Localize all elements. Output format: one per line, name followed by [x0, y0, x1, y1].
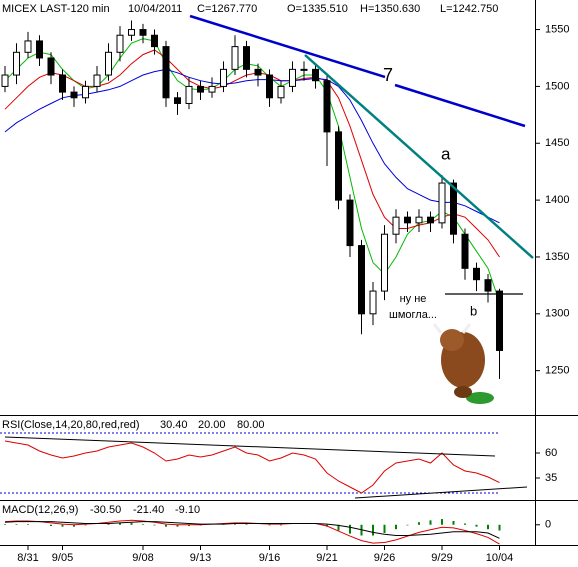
header-text: O=1335.510: [287, 3, 348, 15]
annotation: b: [470, 303, 477, 318]
candle-body: [438, 182, 446, 224]
candle-body: [162, 46, 170, 99]
candle-body: [185, 85, 193, 104]
candle-body: [415, 216, 423, 224]
candle-body: [277, 85, 285, 99]
x-tick-label: 9/05: [52, 552, 73, 564]
candle-body: [358, 245, 365, 315]
annotation: шмогла...: [389, 309, 437, 321]
trend-line: [394, 83, 526, 128]
rsi-line: [4, 440, 500, 494]
candle-body: [404, 216, 411, 224]
candle-body: [13, 51, 20, 76]
header-text: L=1242.750: [440, 3, 498, 15]
candle-body: [381, 233, 388, 292]
candle-body: [174, 97, 181, 104]
candle-body: [128, 29, 135, 36]
bull-legs: [454, 386, 472, 398]
header-text: RSI(Close,14,20,80,red,red): [2, 419, 140, 431]
y-tick-label: 1350: [545, 251, 569, 263]
rsi-trend-line: [354, 486, 528, 499]
header-text: 10/04/2011: [128, 3, 182, 15]
candle-body: [461, 233, 469, 269]
y-tick-label: 1400: [545, 194, 569, 206]
annotation: ну не: [400, 293, 427, 305]
candle-body: [231, 46, 239, 70]
x-tick-label: 9/16: [259, 552, 280, 564]
candle-body: [105, 51, 112, 76]
candle-body: [323, 80, 331, 133]
candle-body: [82, 85, 89, 99]
candle-body: [254, 68, 262, 76]
candle-body: [139, 29, 147, 36]
header-text: MICEX LAST-120 min: [2, 3, 110, 15]
candle-body: [335, 131, 342, 201]
candle-body: [70, 91, 78, 99]
header-text: C=1267.770: [197, 3, 257, 15]
candle-body: [289, 68, 296, 87]
header-text: -9.10: [175, 504, 200, 516]
trend-line: [189, 14, 386, 79]
frame: [0, 0, 578, 546]
bull-head: [440, 329, 464, 351]
candle-body: [151, 34, 158, 48]
header-text: 30.40: [160, 419, 188, 431]
candle-body: [116, 34, 124, 53]
macd-line: [4, 521, 500, 539]
x-tick-label: 9/08: [132, 552, 153, 564]
candle-body: [346, 199, 354, 247]
drawings: [4, 14, 534, 499]
candle-body: [369, 290, 377, 315]
header-text: 20.00: [198, 419, 226, 431]
y-tick-label: 35: [545, 472, 557, 484]
annotation: 7: [383, 65, 393, 85]
candle-body: [266, 74, 273, 99]
candle-body: [312, 68, 319, 82]
candle-body: [24, 40, 32, 53]
y-tick-label: 1450: [545, 137, 569, 149]
candle-body: [243, 46, 250, 70]
x-tick-label: 8/31: [17, 552, 38, 564]
y-tick-label: 1250: [545, 365, 569, 377]
x-tick-label: 10/04: [486, 552, 514, 564]
candle-body: [300, 68, 308, 71]
candle-body: [36, 40, 43, 59]
candle-body: [197, 85, 204, 93]
y-tick-label: 1300: [545, 308, 569, 320]
rsi-trend-line: [4, 436, 496, 457]
candle-body: [47, 57, 55, 76]
header-text: 80.00: [237, 419, 265, 431]
x-tick-label: 9/26: [374, 552, 395, 564]
candle-body: [496, 290, 503, 351]
candle-body: [392, 216, 400, 235]
candle-body: [473, 267, 480, 281]
y-tick-label: 60: [545, 447, 557, 459]
y-tick-label: 1500: [545, 80, 569, 92]
candle-body: [450, 182, 457, 235]
x-tick-label: 9/29: [431, 552, 452, 564]
bull-grass: [466, 392, 494, 404]
bull-horns: [432, 323, 472, 334]
plot: 1250 1300 1350 1400 1450 1500 1550 MICEX LAST-1…: [0, 3, 569, 564]
candle-body: [208, 85, 216, 93]
candle-body: [1, 74, 9, 87]
y-tick-label: 0: [545, 519, 551, 531]
candle-body: [59, 74, 66, 93]
header-text: H=1350.630: [360, 3, 420, 15]
candle-body: [484, 279, 492, 292]
x-tick-label: 9/13: [190, 552, 211, 564]
candle-body: [427, 216, 434, 224]
x-tick-label: 9/21: [316, 552, 337, 564]
header-text: -30.50: [90, 504, 121, 516]
trend-line: [304, 54, 534, 259]
annotation: a: [441, 144, 451, 163]
bull-picture: [432, 323, 494, 404]
y-tick-label: 1550: [545, 23, 569, 35]
candle-body: [93, 74, 101, 87]
candle-body: [220, 68, 227, 87]
header-text: MACD(12,26,9): [2, 504, 78, 516]
header-text: -21.40: [133, 504, 164, 516]
